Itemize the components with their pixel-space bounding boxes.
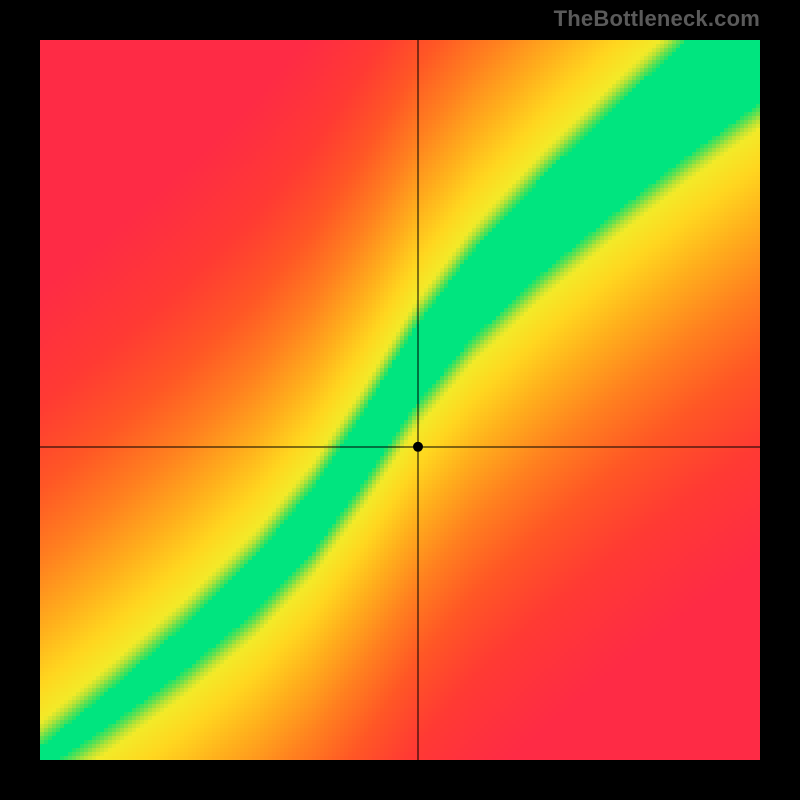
watermark-text: TheBottleneck.com	[554, 6, 760, 32]
chart-frame: TheBottleneck.com	[0, 0, 800, 800]
bottleneck-heatmap	[40, 40, 760, 760]
crosshair-dot	[413, 442, 423, 452]
heatmap-cells	[40, 40, 760, 760]
